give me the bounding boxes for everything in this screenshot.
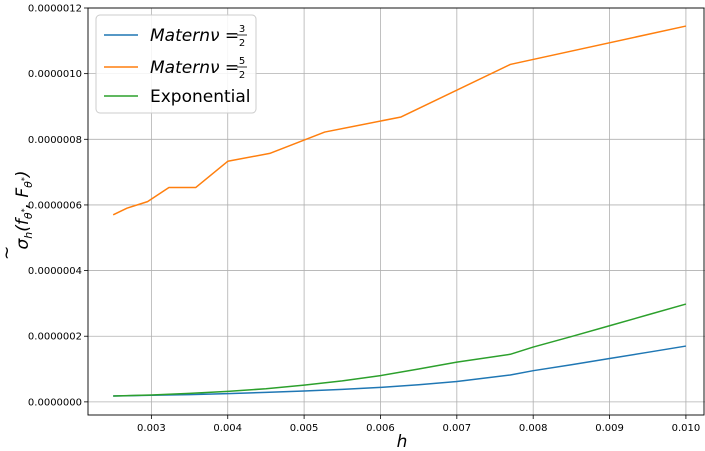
legend-matern-3-2-nu: ν bbox=[210, 26, 220, 46]
x-tick-label: 0.008 bbox=[519, 423, 548, 434]
x-tick-label: 0.006 bbox=[366, 423, 395, 434]
x-tick-label: 0.005 bbox=[290, 423, 319, 434]
legend-exponential-label: Exponential bbox=[150, 87, 251, 107]
y-tick-label: 0.0000008 bbox=[28, 135, 82, 146]
x-tick-label: 0.004 bbox=[213, 423, 242, 434]
y-label-theta-1: θ bbox=[22, 212, 35, 219]
y-axis-label: σh(fθ*, Fθ*) ~ bbox=[0, 170, 35, 260]
x-tick-label: 0.003 bbox=[137, 423, 166, 434]
legend-matern-5-2-num: 5 bbox=[239, 56, 245, 67]
y-label-star-1: * bbox=[20, 208, 29, 212]
x-axis-label: h bbox=[397, 432, 408, 451]
y-label-sub-h: h bbox=[22, 232, 35, 239]
legend-matern-5-2-den: 2 bbox=[239, 70, 245, 81]
legend-matern-3-2-eq: = bbox=[219, 26, 239, 46]
y-label-star-2: * bbox=[20, 177, 29, 181]
legend-entry-matern-5-2: Maternν = 5 2 bbox=[104, 56, 247, 81]
series-lines bbox=[112, 25, 687, 397]
y-label-tilde: ~ bbox=[0, 246, 17, 260]
x-axis-ticks: 0.003 0.004 0.005 0.006 0.007 0.008 0.009 0.010 bbox=[137, 415, 700, 434]
legend-matern-5-2-main: Matern bbox=[150, 58, 210, 78]
y-tick-label: 0.0000006 bbox=[28, 200, 82, 211]
y-tick-label: 0.0000010 bbox=[28, 69, 82, 80]
svg-text:Maternν =: Maternν = bbox=[150, 26, 239, 46]
y-label-open: ( bbox=[13, 224, 33, 232]
legend-matern-5-2-nu: ν bbox=[210, 58, 220, 78]
legend-entry-exponential: Exponential bbox=[104, 87, 251, 107]
series-line-matern-5-2 bbox=[112, 25, 687, 216]
y-label-F: F bbox=[13, 188, 33, 198]
series-line-matern-3-2 bbox=[113, 345, 687, 397]
y-tick-label: 0.0000012 bbox=[28, 4, 82, 15]
y-label-comma: , bbox=[13, 198, 33, 209]
y-label-close: ) bbox=[13, 170, 33, 179]
legend-entry-matern-3-2: Maternν = 3 2 bbox=[104, 24, 247, 49]
y-label-theta-2: θ bbox=[22, 181, 35, 188]
x-tick-label: 0.009 bbox=[595, 423, 624, 434]
svg-text:Maternν =: Maternν = bbox=[150, 58, 239, 78]
series-line-exponential bbox=[113, 303, 687, 397]
y-label-f: f bbox=[13, 216, 33, 225]
legend-matern-3-2-den: 2 bbox=[239, 38, 245, 49]
y-tick-label: 0.0000000 bbox=[28, 397, 82, 408]
y-tick-label: 0.0000004 bbox=[28, 266, 82, 277]
legend: Maternν = 3 2 Maternν = 5 2 Exponential bbox=[95, 14, 257, 114]
svg-text:σh(fθ*, Fθ*): σh(fθ*, Fθ*) bbox=[13, 170, 35, 249]
legend-box bbox=[95, 14, 257, 114]
legend-matern-5-2-eq: = bbox=[219, 58, 239, 78]
y-tick-label: 0.0000002 bbox=[28, 332, 82, 343]
legend-matern-3-2-num: 3 bbox=[239, 24, 245, 35]
y-axis-ticks: 0.0000000 0.0000002 0.0000004 0.0000006 0.00… bbox=[28, 4, 88, 408]
plot-area-frame bbox=[87, 7, 705, 416]
y-label-sigma: σ bbox=[13, 238, 33, 250]
legend-matern-3-2-main: Matern bbox=[150, 26, 210, 46]
x-tick-label: 0.010 bbox=[672, 423, 701, 434]
x-tick-label: 0.007 bbox=[443, 423, 472, 434]
